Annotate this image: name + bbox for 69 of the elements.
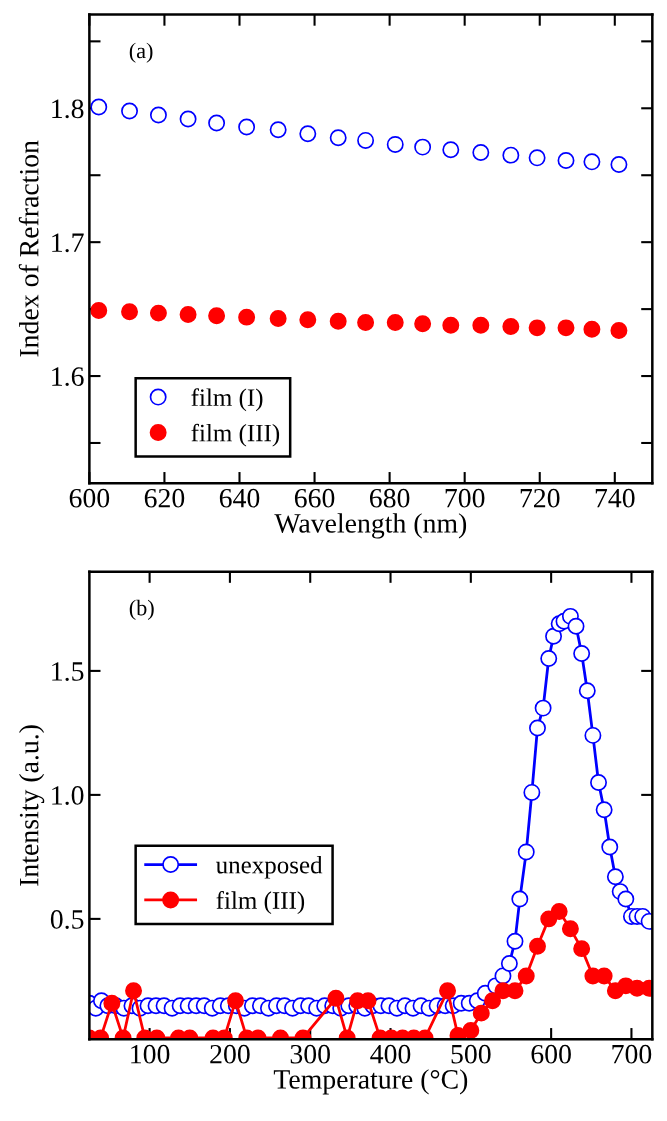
x-tick-label: 600	[531, 1044, 571, 1064]
point	[557, 152, 575, 169]
x-axis-title: Wavelength (nm)	[274, 513, 467, 539]
point	[269, 121, 287, 139]
x-tick-label: 660	[294, 488, 335, 508]
x-tick-label: 720	[520, 488, 560, 508]
point	[121, 303, 139, 321]
y-axis-title: Index of Refraction	[18, 140, 39, 357]
point	[472, 143, 490, 161]
y-tick-label: 1.8	[52, 99, 84, 119]
point	[90, 98, 108, 116]
point	[386, 314, 404, 331]
point	[329, 312, 347, 330]
x-tick-label: 300	[290, 1044, 330, 1064]
point	[329, 129, 347, 147]
point	[299, 311, 317, 329]
point	[149, 106, 167, 124]
y-tick-label: 1.7	[52, 233, 84, 253]
point	[502, 146, 520, 164]
legend-label: film (I)	[191, 388, 263, 412]
point	[238, 118, 256, 136]
point	[179, 110, 197, 128]
legend-label: unexposed	[215, 855, 323, 879]
point	[414, 315, 432, 333]
x-tick-label: 200	[210, 1044, 250, 1064]
y-axis-title: Intensity (a.u.)	[18, 725, 45, 886]
y-tick-label: 0.5	[50, 910, 84, 929]
x-tick-label: 740	[595, 488, 635, 508]
x-tick-label: 680	[369, 488, 410, 508]
x-tick-label: 400	[370, 1044, 411, 1064]
point	[357, 131, 375, 149]
x-tick-label: 700	[445, 488, 485, 508]
point	[149, 304, 167, 322]
x-tick-label: 620	[144, 488, 185, 508]
point	[299, 125, 317, 143]
point	[583, 320, 601, 338]
point	[386, 135, 404, 153]
point	[179, 305, 197, 323]
point	[528, 149, 546, 167]
x-tick-label: 640	[219, 488, 260, 508]
point	[557, 319, 575, 337]
point	[208, 307, 226, 325]
point	[90, 301, 108, 319]
annotation: (b)	[129, 599, 154, 620]
legend-label: film (III)	[216, 891, 305, 915]
point	[357, 314, 375, 331]
point	[442, 141, 460, 159]
point	[610, 322, 628, 340]
point	[208, 114, 226, 132]
point	[442, 316, 460, 334]
point	[121, 102, 139, 120]
x-tick-label: 500	[451, 1044, 491, 1064]
point	[269, 310, 287, 327]
x-tick-label: 700	[612, 1044, 652, 1064]
point	[502, 318, 520, 335]
y-tick-label: 1.5	[52, 662, 84, 681]
point	[414, 138, 432, 156]
point	[583, 153, 601, 171]
point	[472, 316, 490, 334]
annotation: (a)	[129, 42, 153, 63]
point	[610, 156, 628, 173]
y-tick-label: 1.0	[52, 786, 84, 805]
point	[238, 308, 256, 326]
x-tick-label: 100	[131, 1044, 170, 1064]
x-axis-title: Temperature (°C)	[273, 1069, 468, 1095]
legend-label: film (III)	[191, 423, 280, 447]
y-tick-label: 1.6	[52, 367, 84, 387]
x-tick-label: 600	[69, 488, 110, 508]
point	[528, 319, 546, 337]
